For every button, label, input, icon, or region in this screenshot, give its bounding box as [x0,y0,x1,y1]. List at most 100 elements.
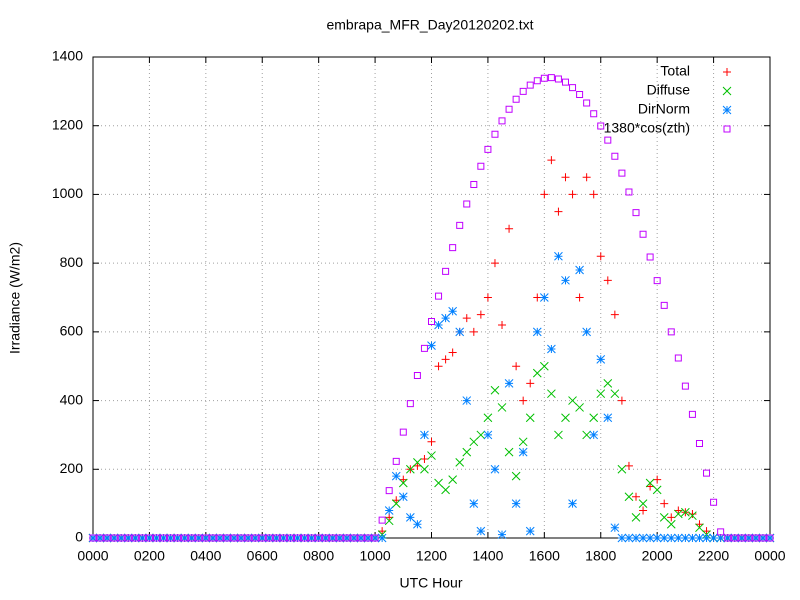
legend-label: Total [660,63,690,79]
point [152,533,161,543]
point [378,527,387,536]
point [476,430,486,440]
point [632,492,641,501]
point [202,534,210,542]
legend-label: Diffuse [647,82,691,98]
point [174,534,182,542]
point [329,534,337,542]
point [159,533,168,543]
point [717,528,725,536]
point [604,136,612,144]
point [504,379,514,388]
point [525,526,535,536]
point [624,461,633,470]
y-axis-label: Irradiance (W/m2) [7,242,23,354]
point [301,534,309,542]
point [435,292,443,300]
point [702,527,711,536]
point [490,464,500,474]
x-tick-label: 0000 [77,548,108,564]
point [575,403,584,412]
point [187,533,197,543]
point [384,516,394,526]
point [652,533,662,543]
point [123,533,133,543]
point [597,122,605,130]
point [103,534,111,542]
x-tick-label: 1200 [416,548,447,564]
point [448,348,457,357]
point [603,413,613,423]
point [455,327,465,337]
x-tick-label: 0200 [134,548,165,564]
point [554,251,563,261]
point [392,496,401,505]
point [322,534,330,542]
point [596,389,606,399]
legend-marker [722,86,732,96]
point [357,534,365,542]
point [160,534,168,542]
point [405,513,415,522]
point [695,440,703,448]
point [547,74,555,82]
point [371,534,379,542]
point [638,499,648,508]
point [532,327,542,337]
point [145,533,154,543]
point [377,533,387,543]
point [547,156,556,165]
point [399,475,408,484]
point [611,152,619,160]
point [561,413,570,423]
point [497,530,507,539]
point [469,499,479,508]
legend-marker [723,125,731,133]
point [258,534,266,542]
point [427,451,436,460]
point [596,354,606,364]
point [561,275,570,285]
point [745,534,753,542]
point [491,130,499,138]
point [505,105,513,113]
x-tick-label: 1400 [472,548,503,564]
point [660,301,668,309]
point [589,190,598,199]
point [505,224,514,233]
point [145,534,153,542]
y-tick-label: 1400 [52,48,83,64]
point [293,533,302,543]
point [470,180,478,188]
point [167,534,175,542]
point [751,533,761,543]
point [533,293,542,302]
point [519,87,527,95]
point [695,520,704,529]
point [674,506,683,515]
point [370,533,380,543]
point [497,403,507,412]
point [688,533,697,543]
point [216,534,224,542]
y-tick-label: 1000 [52,185,83,201]
point [335,533,345,543]
point [561,78,569,86]
point [498,117,506,125]
point [279,534,287,542]
point [660,499,669,508]
point [434,362,443,371]
point [208,533,218,543]
point [724,534,732,542]
point [257,533,267,543]
point [617,396,626,405]
y-tick-label: 200 [60,460,84,476]
point [209,534,217,542]
point [518,437,528,447]
point [610,389,620,399]
point [483,413,493,423]
point [730,533,740,543]
point [554,75,562,83]
point [568,190,577,199]
point [582,327,591,337]
